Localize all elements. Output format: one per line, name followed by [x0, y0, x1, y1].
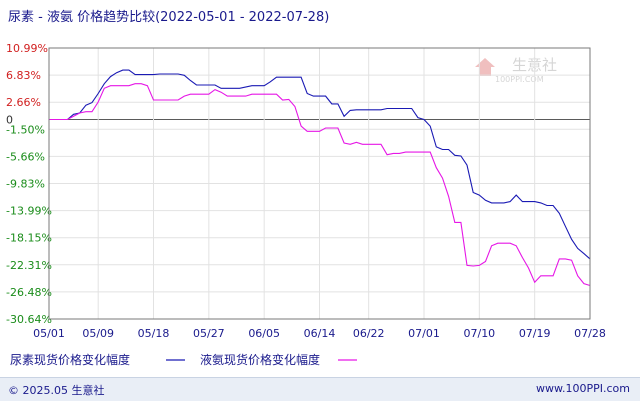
x-axis-labels: 05/01 05/09 05/18 05/27 06/05 06/14 06/22 07/01… — [33, 327, 606, 340]
y-tick-label: -13.99% — [6, 205, 52, 218]
x-tick-label: 07/19 — [519, 327, 551, 340]
x-tick-label: 06/05 — [248, 327, 280, 340]
y-tick-label: -22.31% — [6, 259, 52, 272]
y-axis-labels: 10.99% 6.83% 2.66% 0-1.50% -5.66% -9.83% -13.9… — [6, 42, 52, 326]
y-tick-label: -30.64% — [6, 313, 52, 326]
x-tick-label: 05/27 — [193, 327, 225, 340]
series-line-0 — [49, 69, 591, 260]
x-tick-label: 06/22 — [353, 327, 385, 340]
footer: © 2025.05 生意社 www.100PPI.com — [0, 377, 640, 401]
watermark-house-icon — [475, 58, 495, 76]
y-tick-label: -26.48% — [6, 286, 52, 299]
legend-label-ammonia: 液氨现货价格变化幅度 — [200, 352, 320, 367]
watermark-sub: 100PPI.COM — [495, 75, 544, 84]
x-tick-label: 06/14 — [304, 327, 336, 340]
series-lines — [49, 69, 591, 287]
y-tick-label: 6.83% — [6, 69, 41, 82]
plot-frame — [48, 47, 591, 320]
x-tick-label: 07/01 — [408, 327, 440, 340]
y-tick-label: -18.15% — [6, 232, 52, 245]
footer-copyright: © 2025.05 生意社 — [8, 384, 105, 397]
y-tick-label: -5.66% — [6, 150, 45, 163]
footer-website-link[interactable]: www.100PPI.com — [536, 382, 630, 395]
y-tick-label: 0 — [6, 114, 13, 127]
x-tick-label: 05/18 — [138, 327, 170, 340]
legend: 尿素现货价格变化幅度 液氨现货价格变化幅度 — [10, 352, 357, 367]
y-tick-label: 2.66% — [6, 96, 41, 109]
x-tick-label: 07/28 — [574, 327, 606, 340]
series-line-1 — [49, 83, 591, 287]
x-tick-label: 05/01 — [33, 327, 65, 340]
y-tick-label: -9.83% — [6, 178, 45, 191]
legend-label-urea: 尿素现货价格变化幅度 — [10, 352, 130, 367]
grid — [48, 47, 591, 320]
x-tick-label: 05/09 — [82, 327, 114, 340]
x-tick-label: 07/10 — [463, 327, 495, 340]
watermark: 生意社 100PPI.COM — [475, 56, 557, 84]
chart-title: 尿素 - 液氨 价格趋势比较(2022-05-01 - 2022-07-28) — [8, 10, 330, 25]
y-tick-label: -1.50% — [6, 123, 45, 136]
y-tick-label: 10.99% — [6, 42, 48, 55]
